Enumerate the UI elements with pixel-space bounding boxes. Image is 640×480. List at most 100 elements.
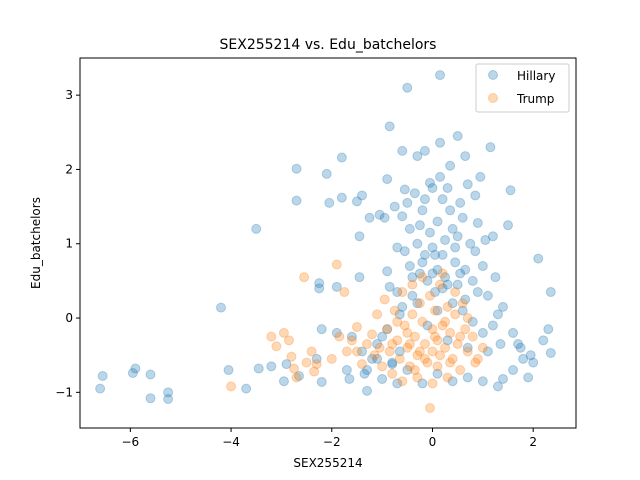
point-hillary-31 [354,231,365,242]
y-tick-label: 1 [65,237,73,251]
point-trump-49 [430,305,441,316]
point-trump-23 [367,329,378,340]
point-hillary-77 [437,249,448,260]
point-hillary-139 [487,320,498,331]
point-trump-79 [445,357,456,368]
point-hillary-68 [424,227,435,238]
point-hillary-56 [404,223,415,234]
point-hillary-33 [356,190,367,201]
y-tick-label: −1 [55,385,73,399]
point-trump-2 [271,341,282,352]
point-hillary-137 [467,316,478,327]
point-hillary-160 [455,197,466,208]
point-hillary-22 [316,376,327,387]
point-hillary-165 [362,365,373,376]
axes-frame [79,57,577,429]
point-trump-22 [362,339,373,350]
point-trump-36 [399,320,410,331]
point-trump-87 [462,313,473,324]
point-hillary-69 [427,183,438,194]
point-hillary-12 [253,363,264,374]
point-hillary-96 [475,171,486,182]
point-hillary-80 [442,279,453,290]
point-trump-51 [432,361,443,372]
point-hillary-65 [419,249,430,260]
point-hillary-128 [331,327,342,338]
point-hillary-39 [374,209,385,220]
point-hillary-116 [497,373,508,384]
point-trump-26 [374,342,385,353]
point-trump-24 [369,350,380,361]
point-hillary-21 [314,283,325,294]
point-hillary-117 [492,381,503,392]
point-hillary-46 [387,357,398,368]
point-hillary-73 [432,264,443,275]
point-trump-57 [447,353,458,364]
point-trump-62 [460,324,471,335]
point-hillary-161 [435,171,446,182]
point-hillary-133 [427,268,438,279]
point-hillary-129 [316,324,327,335]
point-hillary-110 [533,253,544,264]
point-trump-38 [404,361,415,372]
point-hillary-45 [384,281,395,292]
point-trump-9 [301,357,312,368]
point-trump-17 [341,346,352,357]
point-hillary-14 [278,376,289,387]
point-hillary-36 [364,212,375,223]
point-trump-69 [412,372,423,383]
point-hillary-32 [354,272,365,283]
point-hillary-9 [223,365,234,376]
point-trump-56 [445,327,456,338]
point-hillary-149 [482,346,493,357]
point-hillary-10 [241,383,252,394]
point-hillary-55 [402,197,413,208]
y-tick-label: 2 [65,162,73,176]
point-trump-81 [430,331,441,342]
point-hillary-40 [377,373,388,384]
point-hillary-49 [392,378,403,389]
point-trump-82 [414,346,425,357]
point-trump-7 [291,372,302,383]
point-hillary-127 [346,331,357,342]
point-hillary-148 [462,342,473,353]
point-hillary-38 [372,339,383,350]
point-trump-10 [306,346,317,357]
legend-label-hillary: Hillary [517,69,555,83]
point-hillary-53 [399,184,410,195]
point-hillary-83 [447,223,458,234]
point-trump-48 [427,346,438,357]
point-hillary-87 [455,268,466,279]
point-hillary-61 [412,238,423,249]
point-hillary-95 [472,217,483,228]
point-trump-4 [283,335,294,346]
point-hillary-154 [414,220,425,231]
point-hillary-42 [382,174,393,185]
point-trump-16 [339,287,350,298]
point-trump-42 [414,298,425,309]
point-trump-63 [462,346,473,357]
point-trump-12 [311,359,322,370]
point-hillary-88 [457,212,468,223]
point-hillary-30 [351,196,362,207]
point-trump-15 [334,331,345,342]
point-hillary-143 [452,279,463,290]
legend: Hillary Trump [475,63,570,113]
point-hillary-102 [490,272,501,283]
point-hillary-28 [341,365,352,376]
point-trump-27 [377,361,388,372]
point-hillary-43 [382,266,393,277]
point-hillary-124 [387,359,398,370]
point-hillary-89 [460,151,471,162]
point-trump-6 [289,363,300,374]
point-trump-59 [452,339,463,350]
point-hillary-120 [447,376,458,387]
point-hillary-6 [163,387,174,398]
point-trump-76 [419,353,430,364]
point-hillary-97 [477,261,488,272]
point-hillary-122 [417,378,428,389]
point-hillary-141 [412,298,423,309]
point-hillary-98 [480,235,491,246]
point-hillary-37 [367,353,378,364]
point-trump-64 [467,331,478,342]
